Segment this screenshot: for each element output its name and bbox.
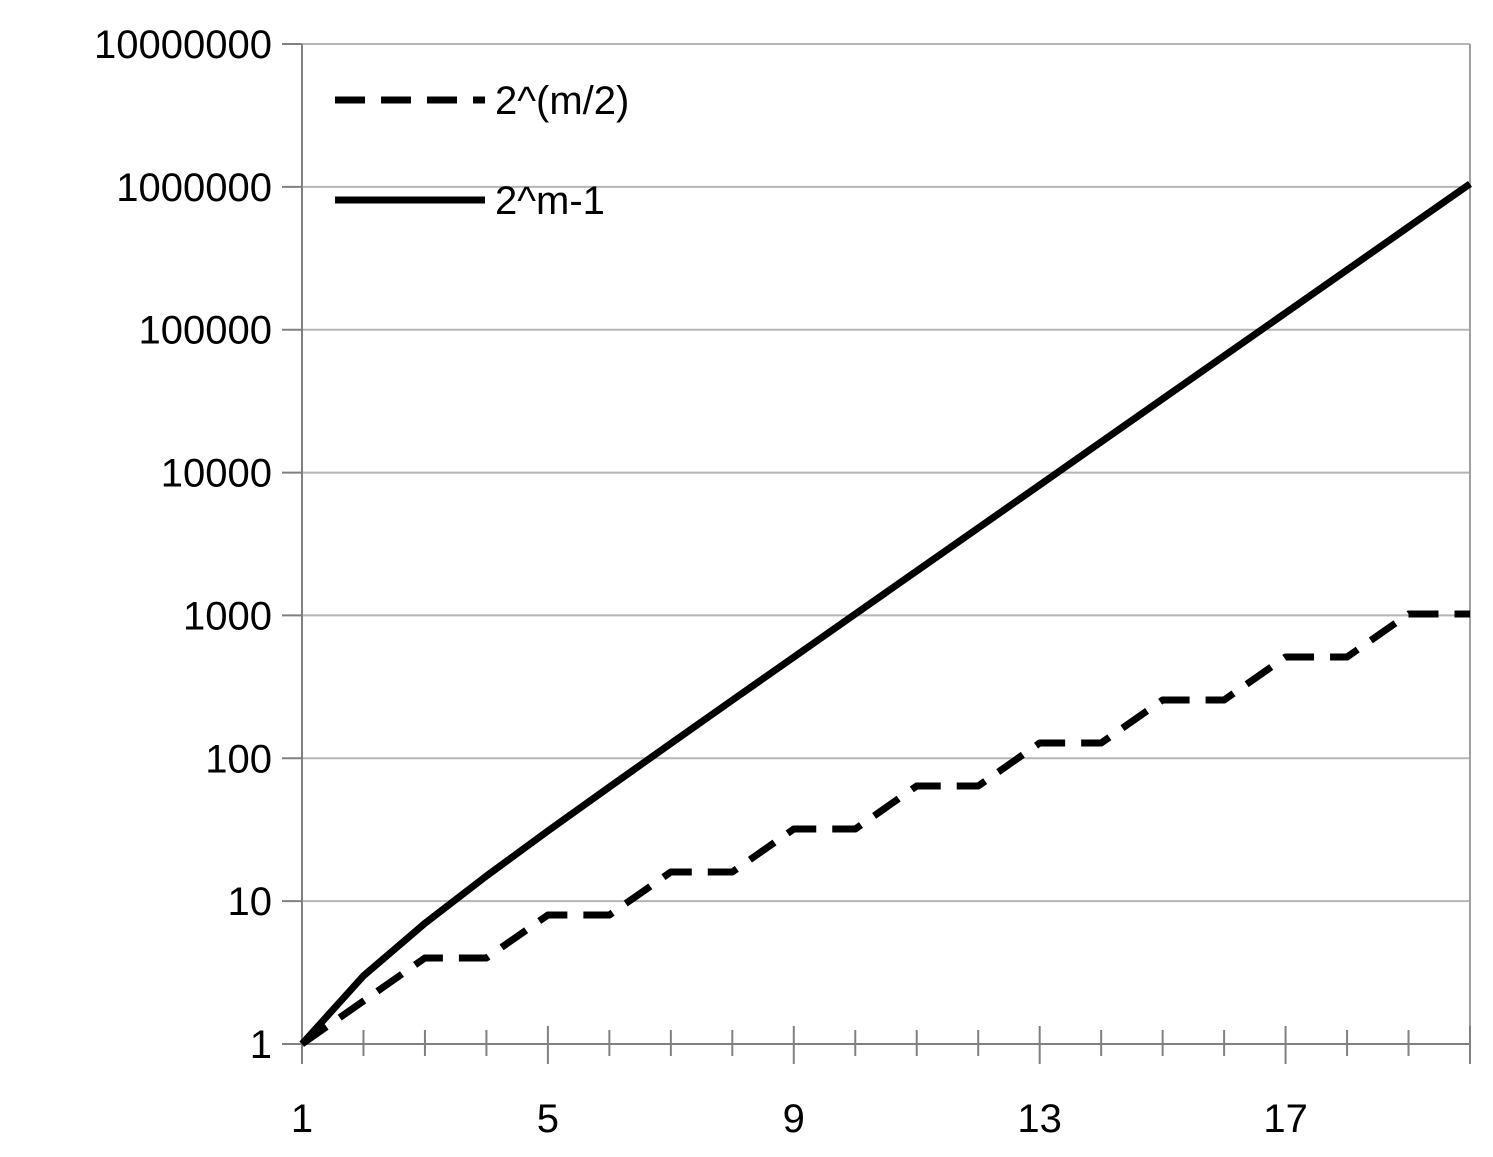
y-axis-tick-label: 10000	[161, 452, 272, 496]
axes	[282, 43, 1471, 1064]
x-axis-tick-label: 1	[291, 1097, 313, 1141]
y-axis-tick-label: 1000	[183, 594, 272, 638]
x-axis-tick-label: 9	[783, 1097, 805, 1141]
y-axis-tick-label: 100	[205, 737, 272, 781]
y-axis-tick-label: 100000	[139, 309, 272, 353]
y-axis-tick-labels: 1 10 100 1000 10000 100000 1000000 10000000	[94, 23, 272, 1067]
y-axis-tick-label: 10000000	[94, 23, 272, 67]
series-layer	[299, 181, 1473, 1047]
gridlines	[302, 43, 1470, 903]
legend-label-dashed: 2^(m/2)	[495, 79, 629, 123]
series-line-dashed	[299, 610, 1470, 1047]
y-axis-tick-label: 10	[228, 880, 273, 924]
series-line-solid	[299, 181, 1473, 1047]
legend: 2^(m/2) 2^m-1	[335, 79, 629, 223]
x-axis-tick-label: 17	[1263, 1097, 1308, 1141]
legend-label-solid: 2^m-1	[495, 179, 605, 223]
x-axis-tick-label: 5	[537, 1097, 559, 1141]
x-axis-tick-labels: 1 5 9 13 17	[291, 1097, 1308, 1141]
y-axis-tick-label: 1	[250, 1023, 272, 1067]
y-axis-tick-label: 1000000	[116, 166, 272, 210]
x-axis-tick-label: 13	[1017, 1097, 1062, 1141]
